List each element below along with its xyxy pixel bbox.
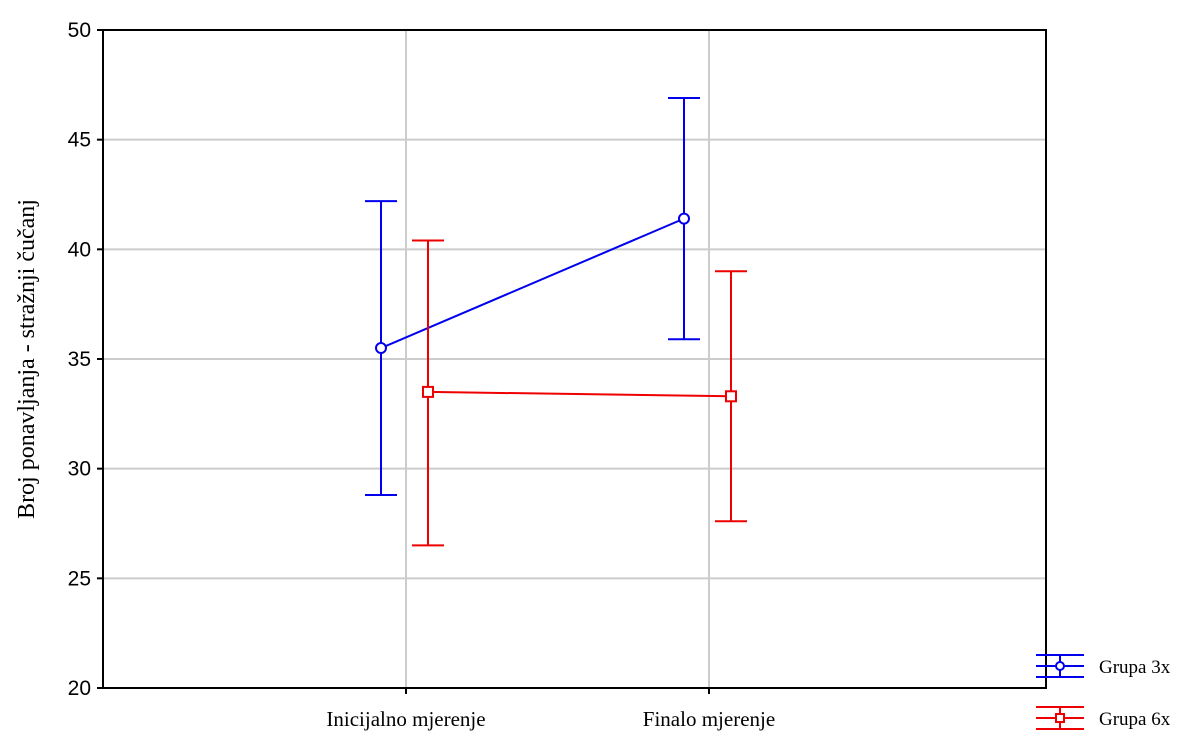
series-1 (365, 96, 700, 496)
data-point (678, 212, 690, 225)
data-point (422, 385, 434, 398)
series-2 (412, 239, 747, 547)
legend-item-2: Grupa 6x (1036, 706, 1171, 730)
series-layer (365, 96, 747, 547)
y-tick-label: 40 (68, 238, 91, 261)
legend-label: Grupa 3x (1099, 657, 1171, 678)
legend-label: Grupa 6x (1099, 709, 1171, 730)
y-tick-label: 30 (68, 458, 91, 481)
grid (103, 30, 1046, 688)
legend: Grupa 3x Grupa 6x (1036, 654, 1171, 730)
y-tick-label: 20 (68, 677, 91, 700)
x-tick-label: Finalo mjerenje (643, 707, 775, 731)
y-tick-label: 25 (68, 567, 91, 590)
series-line (427, 390, 732, 398)
x-tick-label: Inicijalno mjerenje (326, 707, 485, 731)
x-axis: Inicijalno mjerenje Finalo mjerenje (326, 688, 775, 731)
legend-marker (1055, 661, 1065, 671)
legend-marker (1055, 713, 1065, 723)
y-tick-label: 45 (68, 129, 91, 152)
data-point (375, 342, 387, 355)
data-point (725, 390, 737, 403)
y-tick-label: 50 (68, 19, 91, 42)
legend-item-1: Grupa 3x (1036, 654, 1171, 678)
y-tick-label: 35 (68, 348, 91, 371)
y-axis-label: Broj ponavljanja - stražnji čučanj (14, 199, 40, 519)
series-line (380, 217, 685, 349)
y-axis: 20 25 30 35 40 45 50 (68, 19, 103, 700)
